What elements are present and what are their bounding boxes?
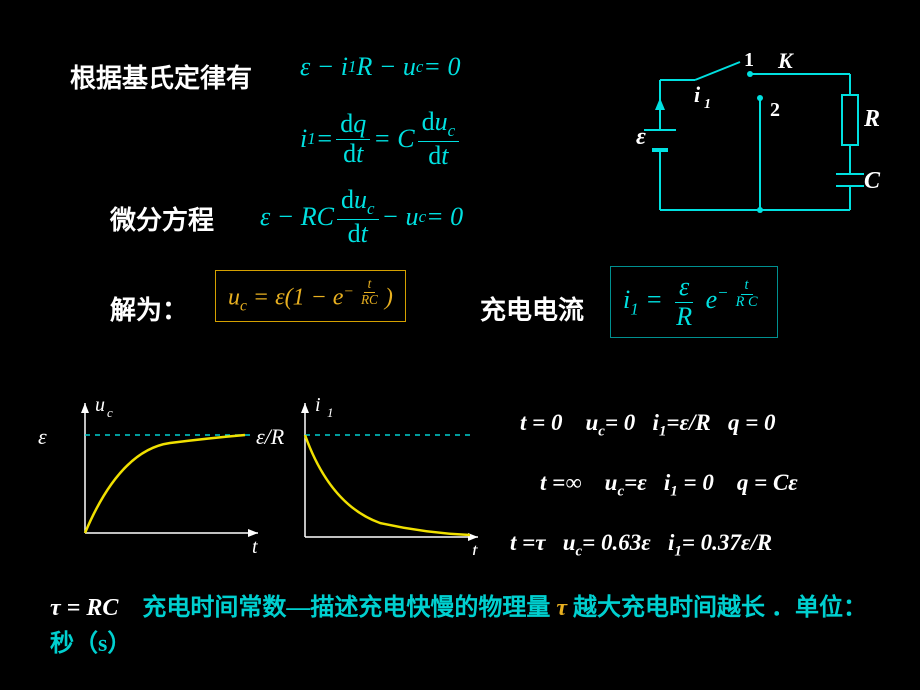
graph-i1-asym-label: ε/R [256, 424, 284, 450]
svg-text:ε: ε [636, 124, 646, 150]
svg-text:i: i [315, 395, 321, 416]
graph-uc-asym-label: ε [38, 424, 47, 450]
graph-uc: uc t [50, 395, 270, 555]
svg-text:1: 1 [744, 49, 754, 71]
svg-text:R: R [863, 106, 880, 132]
equation-current-def: i1 = ddqqdt = C ducdt [300, 108, 462, 170]
svg-text:t: t [472, 540, 478, 555]
charge-current-label: 充电电流 [480, 290, 584, 327]
condition-ttau: t =τ uc= 0.63ε i1= 0.37ε/R [510, 530, 772, 561]
svg-text:1: 1 [704, 97, 711, 112]
svg-text:c: c [107, 405, 113, 420]
svg-text:C: C [864, 168, 881, 194]
equation-solution-uc: uc = ε(1 − e−tRC) [215, 270, 406, 322]
equation-kvl: ε − i1R − uc = 0 [300, 52, 460, 82]
condition-tinf: t =∞ uc=ε i1 = 0 q = Cε [540, 470, 798, 501]
time-constant-note: τ = RC 充电时间常数—描述充电快慢的物理量 τ 越大充电时间越长 ．单位：… [50, 590, 880, 662]
svg-text:u: u [95, 395, 105, 416]
svg-text:1: 1 [327, 405, 334, 420]
circuit-diagram: 1K2εi1RC [630, 40, 890, 220]
svg-text:t: t [252, 536, 258, 555]
condition-t0: t = 0 uc= 0 i1=ε/R q = 0 [520, 410, 776, 441]
svg-text:2: 2 [770, 99, 780, 121]
solution-label: 解为： [110, 290, 188, 327]
equation-solution-i1: i1 = εR e−tR C [610, 266, 778, 338]
equation-ode: ε − RC ducdt − uc = 0 [260, 186, 463, 248]
svg-text:i: i [694, 82, 701, 107]
graph-i1: i1 t [270, 395, 490, 555]
kirchhoff-label: 根据基氏定律有 [70, 58, 252, 95]
diffeq-label: 微分方程 [110, 200, 214, 237]
svg-text:K: K [777, 48, 794, 73]
